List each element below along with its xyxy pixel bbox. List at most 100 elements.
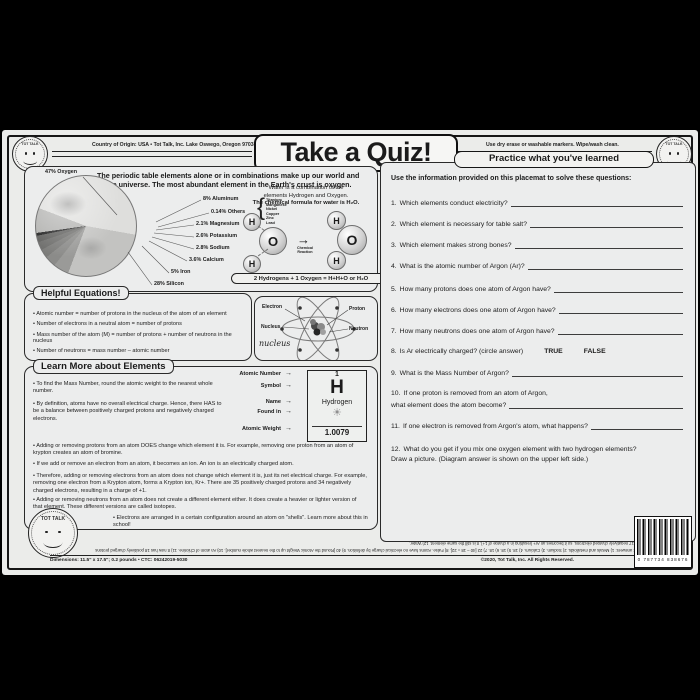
learn-item: To find the Mass Number, round the atomi…	[33, 381, 218, 396]
question-text: what element does the atom become?	[391, 402, 507, 409]
learn-item: Adding or removing neutrons from an atom…	[33, 497, 363, 512]
handwritten-nucleus: nucleus	[259, 339, 291, 348]
water-caption-line: Water is a combination of the	[268, 185, 344, 191]
others-item: Manganese	[266, 202, 287, 207]
arrow-icon: →	[285, 398, 292, 405]
question-number: 2.	[391, 221, 397, 228]
water-caption: Water is a combination of the elements H…	[230, 185, 382, 208]
equation-item: Atomic number = number of protons in the…	[33, 311, 245, 317]
logo-eye	[668, 152, 672, 155]
equations-title: Helpful Equations!	[33, 286, 129, 300]
pie-label-oxygen: 47% Oxygen	[45, 169, 78, 175]
question-text: How many neutrons does one atom of Argon…	[399, 328, 555, 335]
question-row: 10. If one proton is removed from an atom…	[391, 390, 683, 397]
intro-paragraph: The periodic table elements alone or in …	[97, 171, 360, 190]
question-number: 5.	[391, 286, 397, 293]
card-label-found-in: Found in	[257, 409, 281, 415]
question-number: 11.	[391, 423, 400, 430]
neutron-label: Neutron	[349, 326, 369, 332]
care-instructions-text: Use dry erase or washable markers. Wipe/…	[486, 142, 619, 148]
logo-eye	[58, 530, 61, 534]
tot-talk-logo-bottom-left: TOT TALK	[28, 508, 78, 558]
learn-item: Adding or removing protons from an atom …	[33, 443, 363, 458]
question-text: Which elements conduct electricity?	[399, 200, 508, 207]
question-number: 1.	[391, 200, 397, 207]
question-number: 3.	[391, 242, 397, 249]
learn-more-box: Learn More about Elements To find the Ma…	[24, 359, 378, 530]
question-text: How many protons does one atom of Argon …	[399, 286, 551, 293]
arrow-icon: →	[285, 425, 292, 432]
question-number: 7.	[391, 328, 397, 335]
question-text: Which element makes strong bones?	[399, 242, 512, 249]
question-number: 12.	[391, 446, 401, 453]
answer-line	[590, 422, 683, 430]
logo-eye	[32, 152, 36, 155]
card-label-name: Name	[265, 399, 281, 405]
question-number: 9.	[391, 370, 397, 377]
barcode: 0 787734 838676	[634, 516, 692, 568]
practice-panel: Use the information provided on this pla…	[380, 162, 696, 542]
pie-label-sodium: 2.8% Sodium	[196, 245, 230, 251]
question-text: What is the atomic number of Argon (Ar)?	[399, 263, 525, 270]
oxygen-atom: O	[337, 225, 367, 255]
header-rule	[52, 151, 252, 152]
question-text: What is the Mass Number of Argon?	[399, 370, 509, 377]
others-item: Titanium	[266, 198, 282, 202]
pie-label-potassium: 2.6% Potassium	[196, 233, 238, 239]
question-row: what element does the atom become?	[391, 401, 683, 409]
equations-box: Helpful Equations! Atomic number = numbe…	[24, 286, 252, 361]
pie-label-others: 0.14% Others	[211, 209, 246, 215]
atom-orbits	[280, 296, 356, 362]
dimensions-text: Dimensions: 11.5" x 17.5"; 0.2 pounds • …	[50, 558, 188, 563]
equation-item: Number of electrons in a neutral atom = …	[33, 321, 245, 327]
origin-text: Country of Origin: USA • Tot Talk, Inc. …	[92, 142, 303, 148]
header-rule	[52, 156, 252, 157]
question-row: 3. Which element makes strong bones?	[391, 241, 683, 249]
question-text: Which element is necessary for table sal…	[399, 221, 527, 228]
answer-line	[529, 220, 683, 228]
reaction-arrow-icon: →	[297, 232, 310, 247]
arrow-icon: →	[285, 370, 292, 377]
question-number: 10.	[391, 390, 401, 397]
copyright-text: ©2020, Tot Talk, Inc. All Rights Reserve…	[480, 558, 574, 563]
question-row: 4. What is the atomic number of Argon (Ar…	[391, 262, 683, 270]
water-formula: 2 Hydrogens + 1 Oxygen = H+H+O or H₂O	[231, 273, 391, 284]
card-label-atomic-number: Atomic Number	[239, 371, 281, 377]
overview-box: The periodic table elements alone or in …	[24, 166, 391, 292]
shells-note: Electrons are arranged in a certain conf…	[113, 515, 375, 530]
hydrogen-atom: H	[243, 255, 261, 273]
smile-icon	[43, 537, 63, 549]
question-text: What do you get if you mix one oxygen el…	[403, 446, 637, 453]
learn-item: If we add or remove an electron from an …	[33, 461, 363, 468]
tile-divider	[312, 426, 362, 427]
answer-line	[510, 199, 683, 207]
atom-diagram-box: Electron Proton Nucleus Neutron nucleus	[254, 296, 378, 362]
symbol-value: H	[330, 377, 344, 398]
question-number: 6.	[391, 307, 397, 314]
question-text: Is Ar electrically charged? (circle answ…	[399, 348, 524, 355]
logo-ring	[31, 511, 75, 555]
question-text: How many electrons does one atom of Argo…	[399, 307, 556, 314]
barcode-bars	[637, 519, 689, 555]
hydrogen-atom: H	[327, 251, 346, 270]
question-number: 8.	[391, 348, 397, 355]
question-text: If one electron is removed from Argon's …	[402, 423, 588, 430]
others-item: Copper	[266, 211, 280, 216]
pie-label-magnesium: 2.1% Magnesium	[196, 221, 240, 227]
question-text: Draw a picture. (Diagram answer is shown…	[391, 456, 589, 463]
pie-label-calcium: 3.6% Calcium	[189, 257, 224, 263]
answer-line	[511, 369, 683, 377]
water-caption-line: elements Hydrogen and Oxygen.	[263, 192, 349, 199]
answer-line	[514, 241, 683, 249]
others-detail-list: Titanium Manganese Nickel Copper Zinc Le…	[266, 198, 287, 225]
question-row: 5. How many protons does one atom of Argo…	[391, 285, 683, 293]
others-item: Zinc	[266, 216, 274, 221]
nucleus-label: Nucleus	[261, 324, 281, 330]
reaction-arrow-label: Chemical Reaction	[297, 246, 313, 255]
atomic-weight-value: 1.0079	[324, 428, 350, 437]
placemat: TOT TALK TOT TALK Country of Origin: USA…	[2, 130, 698, 575]
name-value: Hydrogen	[321, 399, 353, 406]
practice-badge: Practice what you've learned	[454, 151, 654, 168]
logo-brand-text: TOT TALK	[665, 142, 683, 147]
